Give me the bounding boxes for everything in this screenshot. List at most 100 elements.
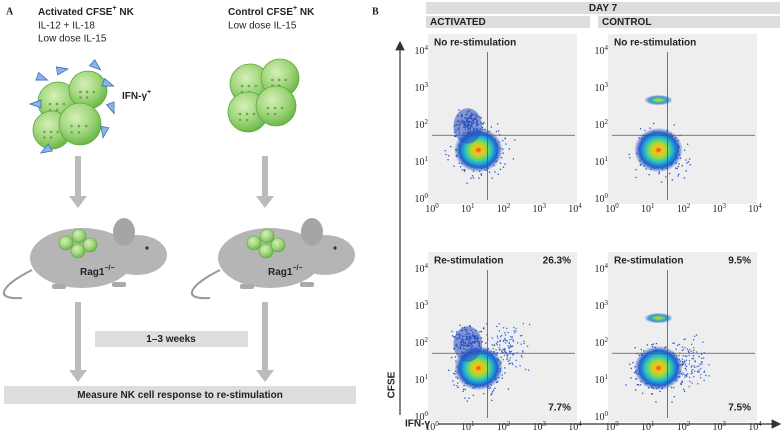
event <box>501 140 504 142</box>
injected-cell <box>58 235 74 251</box>
event <box>512 345 514 347</box>
cell-granule <box>79 96 82 99</box>
text-part: 10 <box>605 204 615 215</box>
ifn-triangle <box>101 77 115 87</box>
x-tick-label: 103 <box>713 202 727 216</box>
cell-granule <box>55 108 59 112</box>
event <box>505 342 507 344</box>
event <box>669 172 671 175</box>
injected-cell <box>258 243 274 259</box>
event <box>491 399 493 402</box>
event <box>448 155 450 157</box>
event <box>694 366 696 368</box>
event <box>684 355 686 357</box>
superscript: 3 <box>425 299 429 307</box>
mouse-tail <box>2 269 33 300</box>
event <box>481 340 483 343</box>
event <box>660 181 663 183</box>
event <box>495 342 498 345</box>
event <box>635 176 637 179</box>
event <box>701 363 703 365</box>
event <box>677 175 679 177</box>
event <box>691 365 693 367</box>
injected-cell <box>71 228 87 244</box>
plot-background <box>608 252 757 422</box>
mouse-tail <box>190 269 221 300</box>
event <box>525 368 527 371</box>
event <box>682 372 684 374</box>
text-part: 10 <box>595 264 605 275</box>
event <box>673 396 676 398</box>
text-part: 10 <box>461 422 471 432</box>
condition: IL-12 + IL-18 <box>38 21 95 32</box>
event <box>681 373 683 376</box>
y-tick-label: 102 <box>415 118 429 132</box>
superscript: 4 <box>605 44 609 52</box>
event <box>639 128 642 130</box>
superscript: 4 <box>578 202 582 210</box>
event <box>503 354 506 357</box>
x-tick-label: 100 <box>605 202 619 216</box>
quadrant-percent: 26.3% <box>543 256 571 267</box>
readout: Measure NK cell response to re-stimulati… <box>77 390 283 401</box>
event <box>499 162 502 164</box>
row-title: No re-stimulation <box>614 38 696 49</box>
row-title: Re-stimulation <box>614 256 683 267</box>
event <box>670 386 673 389</box>
event <box>694 361 696 363</box>
text-part: Rag1 <box>80 267 105 278</box>
event <box>682 362 684 364</box>
event <box>516 342 519 344</box>
event <box>678 354 680 357</box>
superscript: 1 <box>425 373 429 381</box>
column-header: ACTIVATED <box>430 17 486 28</box>
superscript: 1 <box>651 202 655 210</box>
event <box>673 124 676 126</box>
ifn-triangle <box>88 59 102 71</box>
superscript: 2 <box>425 336 429 344</box>
event <box>505 143 507 145</box>
event <box>491 344 494 346</box>
event <box>678 343 681 346</box>
event <box>511 354 514 356</box>
y-tick-label: 104 <box>595 262 609 276</box>
event <box>507 345 509 347</box>
event <box>498 323 501 325</box>
x-tick-label: 103 <box>533 420 547 432</box>
event <box>509 346 511 348</box>
event <box>651 393 653 395</box>
x-tick-label: 102 <box>677 420 691 432</box>
superscript: 4 <box>758 202 762 210</box>
event <box>635 169 637 171</box>
event <box>685 170 687 172</box>
event <box>450 145 452 148</box>
event <box>635 378 637 380</box>
event <box>703 370 706 372</box>
event <box>472 394 474 397</box>
population <box>453 108 483 144</box>
event <box>520 334 523 337</box>
event <box>703 371 705 374</box>
event <box>630 377 632 379</box>
event <box>480 337 483 339</box>
event <box>684 360 686 362</box>
event <box>687 161 690 163</box>
superscript: 1 <box>425 155 429 163</box>
event <box>691 368 694 371</box>
ifn-triangle <box>39 143 53 154</box>
event <box>508 363 510 365</box>
event <box>509 351 512 353</box>
superscript: −/− <box>104 265 114 272</box>
event <box>700 353 703 355</box>
population <box>644 94 673 106</box>
text-part: 10 <box>415 120 425 131</box>
event <box>677 344 679 346</box>
superscript: −/− <box>292 265 302 272</box>
text-part: Rag1 <box>268 267 293 278</box>
text-part: 10 <box>748 422 758 432</box>
event <box>683 388 685 391</box>
event <box>625 384 627 386</box>
x-tick-label: 102 <box>497 420 511 432</box>
event <box>512 354 515 356</box>
injected-cell <box>259 228 275 244</box>
